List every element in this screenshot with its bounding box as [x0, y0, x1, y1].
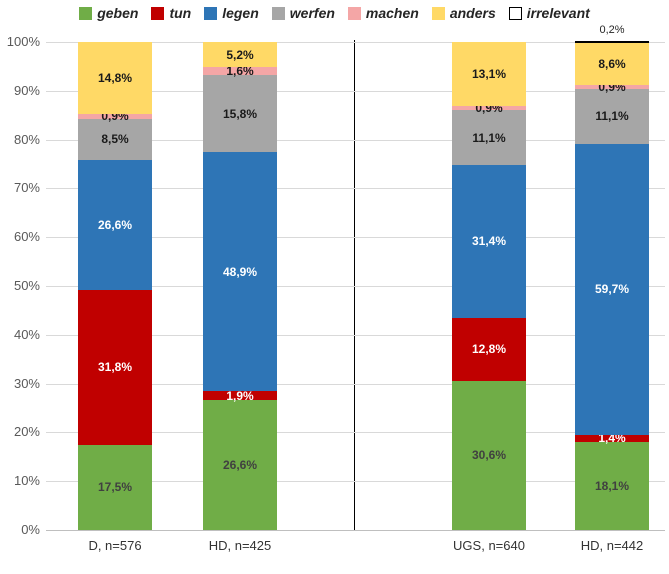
bar-segment-tun	[78, 289, 152, 445]
gridline-0	[46, 530, 665, 531]
legend-swatch-werfen-icon	[271, 7, 285, 20]
legend-label-machen: machen	[365, 5, 419, 21]
bar-segment-geben	[78, 444, 152, 530]
gridline-60	[46, 237, 665, 239]
bar-segment-anders	[575, 43, 649, 85]
gridline-100	[46, 42, 665, 43]
legend-label-anders: anders	[449, 5, 496, 21]
legend-item-tun: tun	[151, 5, 191, 22]
x-axis-category-label: UGS, n=640	[453, 538, 525, 553]
bar-segment-legen	[203, 152, 277, 391]
bar-segment-anders	[452, 42, 526, 106]
bar-segment-machen	[203, 67, 277, 76]
x-axis-category-label: D, n=576	[88, 538, 142, 553]
y-axis-tick-label: 70%	[13, 180, 40, 196]
bar-segment-tun	[452, 318, 526, 381]
bar-column-3: 30,6% 12,8% 31,4% 11,1% 0,9% 13,1%	[452, 42, 526, 530]
legend-item-irrelevant: irrelevant	[508, 5, 590, 22]
bar-segment-anders	[78, 42, 152, 115]
legend-swatch-irrelevant-icon	[508, 7, 522, 20]
bar-segment-legen	[452, 164, 526, 318]
gridline-70	[46, 188, 665, 190]
legend-item-werfen: werfen	[271, 5, 335, 22]
bar-segment-irrelevant	[575, 40, 649, 43]
y-axis-tick-label: 50%	[13, 278, 40, 293]
legend-label-legen: legen	[222, 5, 259, 21]
legend-swatch-anders-icon	[431, 7, 445, 20]
bar-segment-werfen	[575, 89, 649, 144]
bar-segment-legen	[575, 143, 649, 435]
y-axis-tick-label: 20%	[13, 424, 40, 440]
legend-item-machen: machen	[347, 5, 419, 22]
y-axis-tick-label: 30%	[13, 375, 40, 391]
bar-segment-werfen	[203, 75, 277, 153]
bar-column-1: 17,5% 31,8% 26,6% 8,5% 0,9% 14,8%	[78, 42, 152, 530]
gridline-20	[46, 432, 665, 434]
bar-segment-machen	[78, 114, 152, 119]
gridline-30	[46, 383, 665, 385]
y-axis-tick-label: 10%	[13, 473, 40, 489]
bar-segment-geben	[452, 380, 526, 530]
y-axis-tick-label: 0%	[21, 522, 40, 537]
legend: geben tun legen werfen machen anders irrelevan…	[0, 5, 669, 22]
legend-swatch-tun-icon	[151, 7, 165, 20]
legend-label-werfen: werfen	[289, 5, 335, 21]
gridline-50	[46, 286, 665, 287]
gridline-40	[46, 334, 665, 336]
legend-label-geben: geben	[97, 5, 139, 21]
gridline-80	[46, 139, 665, 141]
y-axis-tick-label: 40%	[13, 326, 40, 342]
gridline-90	[46, 90, 665, 92]
legend-item-geben: geben	[79, 5, 138, 22]
legend-item-anders: anders	[431, 5, 496, 22]
legend-label-tun: tun	[169, 5, 192, 21]
y-axis-tick-label: 80%	[13, 131, 40, 147]
bar-column-2: 26,6% 1,9% 48,9% 15,8% 1,6% 5,2%	[203, 42, 277, 530]
y-axis-tick-label: 90%	[13, 82, 40, 98]
bar-segment-anders	[203, 42, 277, 68]
bar-segment-werfen	[78, 118, 152, 160]
x-axis-category-label: HD, n=425	[208, 538, 272, 553]
bar-segment-geben	[575, 441, 649, 530]
group-divider-line	[354, 40, 355, 530]
legend-swatch-machen-icon	[347, 7, 361, 20]
bar-segment-tun	[203, 390, 277, 401]
bar-segment-werfen	[452, 110, 526, 165]
bar-segment-machen	[575, 84, 649, 90]
y-axis-tick-label: 100%	[6, 34, 40, 49]
legend-swatch-legen-icon	[204, 7, 218, 20]
x-axis-category-label: HD, n=442	[580, 538, 644, 553]
legend-item-legen: legen	[204, 5, 259, 22]
legend-label-irrelevant: irrelevant	[526, 5, 590, 21]
bar-segment-geben	[203, 400, 277, 530]
bar-segment-tun	[575, 434, 649, 442]
segment-label-irrelevant: 0,2%	[599, 24, 625, 36]
bar-segment-machen	[452, 106, 526, 111]
gridline-10	[46, 481, 665, 483]
y-axis-tick-label: 60%	[13, 229, 40, 245]
bar-column-4: 18,1% 1,4% 59,7% 11,1% 0,9% 8,6% 0,2%	[575, 24, 649, 530]
bar-segment-legen	[78, 160, 152, 290]
legend-swatch-geben-icon	[79, 7, 93, 20]
